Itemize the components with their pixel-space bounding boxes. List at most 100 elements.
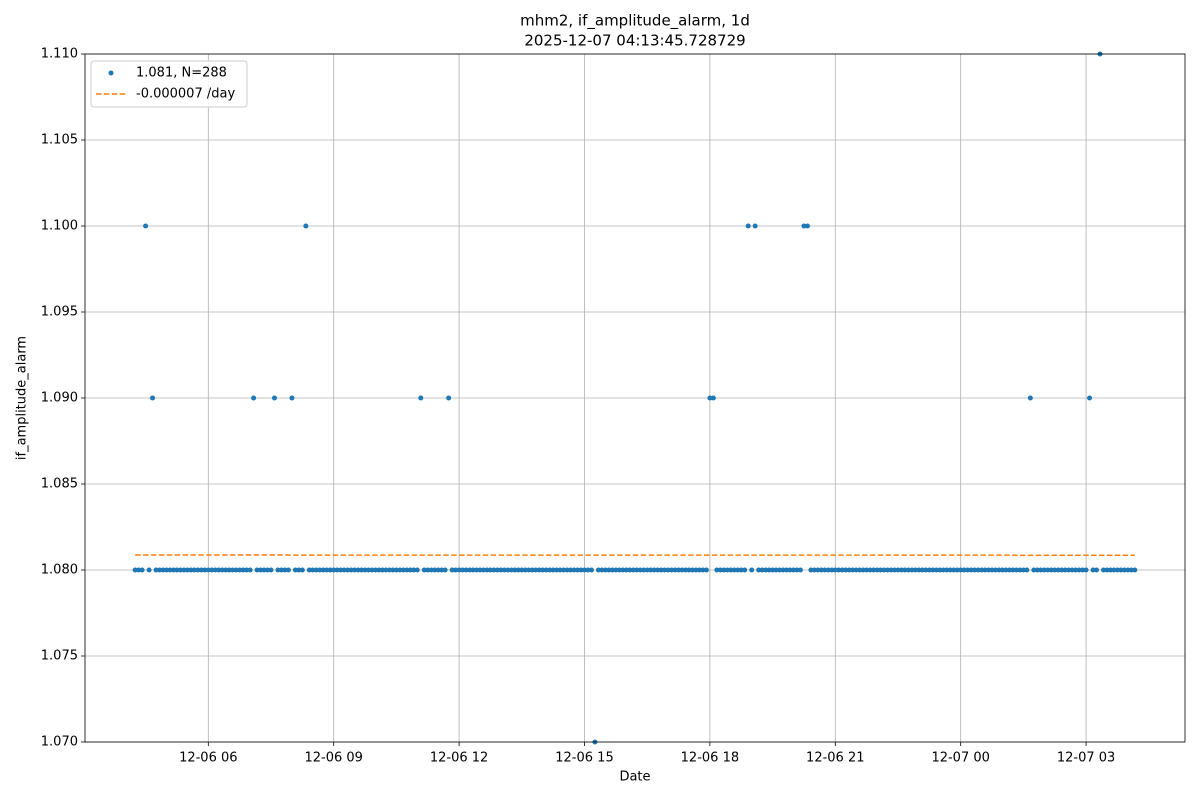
data-point <box>738 567 744 573</box>
data-point <box>313 567 319 573</box>
data-point <box>620 567 626 573</box>
chart-title: mhm2, if_amplitude_alarm, 1d <box>520 12 750 31</box>
data-point <box>407 567 413 573</box>
data-point <box>1104 567 1110 573</box>
data-point <box>219 567 225 573</box>
data-point <box>689 567 695 573</box>
data-point <box>881 567 887 573</box>
data-point <box>1128 567 1134 573</box>
data-point <box>860 567 866 573</box>
data-point <box>1094 567 1100 573</box>
data-point <box>756 567 762 573</box>
data-point <box>759 567 765 573</box>
data-point <box>261 567 267 573</box>
data-point <box>780 567 786 573</box>
data-point <box>1132 567 1138 573</box>
data-point <box>648 567 654 573</box>
data-point <box>150 395 156 401</box>
data-point <box>306 567 312 573</box>
data-point <box>258 567 264 573</box>
data-point <box>1083 567 1089 573</box>
data-point <box>905 567 911 573</box>
data-point <box>794 567 800 573</box>
data-point <box>986 567 992 573</box>
data-point <box>1034 567 1040 573</box>
data-point <box>975 567 981 573</box>
data-point <box>891 567 897 573</box>
data-point <box>1121 567 1127 573</box>
data-point <box>749 567 755 573</box>
x-tick-label: 12-06 15 <box>555 751 613 766</box>
data-point <box>317 567 323 573</box>
data-point <box>271 395 277 401</box>
data-point <box>1080 567 1086 573</box>
data-point <box>770 567 776 573</box>
data-point <box>1024 567 1030 573</box>
data-point <box>188 567 194 573</box>
data-point <box>310 567 316 573</box>
data-point <box>609 567 615 573</box>
data-point <box>1073 567 1079 573</box>
data-point <box>644 567 650 573</box>
data-point <box>533 567 539 573</box>
data-point <box>979 567 985 573</box>
data-point <box>662 567 668 573</box>
data-point <box>773 567 779 573</box>
data-point <box>937 567 943 573</box>
data-point <box>616 567 622 573</box>
data-point <box>428 567 434 573</box>
data-point <box>822 567 828 573</box>
data-point <box>512 567 518 573</box>
data-point <box>846 567 852 573</box>
data-point <box>205 567 211 573</box>
y-tick-label: 1.090 <box>41 391 78 406</box>
data-point <box>1059 567 1065 573</box>
data-point <box>898 567 904 573</box>
data-point <box>289 395 295 401</box>
data-point <box>766 567 772 573</box>
data-point <box>578 567 584 573</box>
data-point <box>707 395 713 401</box>
legend-box <box>90 60 248 108</box>
data-point <box>247 567 253 573</box>
data-point <box>432 567 438 573</box>
data-point <box>857 567 863 573</box>
data-point <box>787 567 793 573</box>
data-point <box>198 567 204 573</box>
data-point <box>404 567 410 573</box>
data-point <box>487 567 493 573</box>
data-point <box>1052 567 1058 573</box>
data-point <box>658 567 664 573</box>
data-point <box>202 567 208 573</box>
data-point <box>390 567 396 573</box>
data-point <box>613 567 619 573</box>
data-point <box>442 567 448 573</box>
y-tick-label: 1.070 <box>41 735 78 750</box>
data-point <box>724 567 730 573</box>
y-axis-label: if_amplitude_alarm <box>15 336 30 460</box>
data-point <box>874 567 880 573</box>
data-point <box>989 567 995 573</box>
data-point <box>453 567 459 573</box>
x-tick-label: 12-06 12 <box>430 751 488 766</box>
data-point <box>717 567 723 573</box>
data-point <box>244 567 250 573</box>
data-point <box>299 567 305 573</box>
data-point <box>373 567 379 573</box>
data-point <box>181 567 187 573</box>
data-point <box>1020 567 1026 573</box>
data-point <box>226 567 232 573</box>
data-point <box>536 567 542 573</box>
data-point <box>1017 567 1023 573</box>
data-point <box>742 567 748 573</box>
x-axis-label: Date <box>619 770 650 785</box>
data-point <box>1118 567 1124 573</box>
data-point <box>1045 567 1051 573</box>
x-tick-label: 12-06 18 <box>681 751 739 766</box>
data-point <box>491 567 497 573</box>
data-point <box>599 567 605 573</box>
data-point <box>968 567 974 573</box>
data-point <box>627 567 633 573</box>
data-point <box>777 567 783 573</box>
